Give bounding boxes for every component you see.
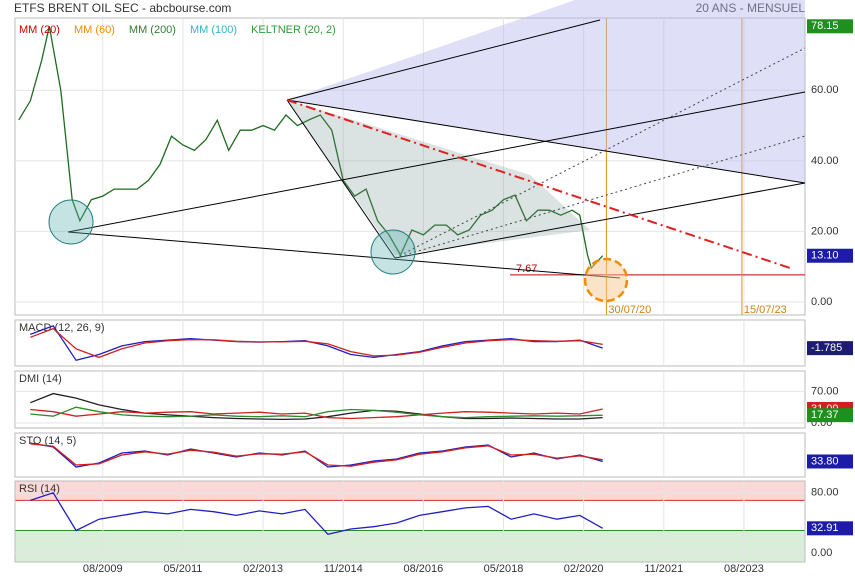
annotation: 7.67 (516, 263, 537, 275)
panel: 0.00 80.00 RSI (14) 32.91 (14, 480, 853, 563)
panel-frame (14, 319, 806, 367)
drawings (48, 0, 806, 303)
x-tick-label: 11/2014 (324, 563, 363, 575)
value-badge (807, 521, 853, 536)
x-tick-label: 11/2021 (644, 563, 683, 575)
value-badge-label: -1.785 (811, 342, 842, 354)
value-badge-label: 17.37 (811, 409, 839, 421)
panel-frame (14, 17, 806, 316)
circle (48, 199, 94, 245)
fork-line (394, 182, 806, 259)
panel-frame (14, 432, 806, 478)
series-line (30, 492, 604, 536)
series-line (30, 327, 603, 359)
panel-frame (14, 480, 806, 563)
legend-entry: MM (20) (19, 24, 60, 36)
value-badge-label: 13.10 (811, 250, 839, 262)
y-tick-label: 40.00 (811, 155, 839, 167)
chart-subtitle: 20 ANS - MENSUEL (696, 1, 806, 15)
y-tick-label: 70.00 (811, 385, 839, 397)
high-badge (807, 19, 853, 34)
date-label: 30/07/20 (608, 304, 651, 316)
x-tick-label: 08/2023 (724, 563, 764, 575)
series-line (30, 406, 603, 419)
value-badge (807, 248, 853, 263)
series-line (30, 408, 603, 420)
x-tick-label: 05/2018 (484, 563, 524, 575)
series-line (30, 325, 603, 362)
overbought-zone (15, 481, 805, 501)
chart-title: ETFS BRENT OIL SEC - abcbourse.com (14, 1, 231, 15)
x-tick-label: 05/2011 (163, 563, 202, 575)
legend-entry: MM (60) (74, 24, 115, 36)
value-badge-label: 32.91 (811, 522, 839, 534)
date-label: 15/07/23 (744, 304, 787, 316)
panel-title: RSI (14) (19, 483, 60, 495)
fork-line (286, 19, 601, 101)
trend-line (286, 99, 791, 269)
fork-line (394, 47, 806, 259)
x-tick-label: 08/2009 (83, 563, 123, 575)
y-tick-label: 80.00 (811, 487, 839, 499)
value-badge (807, 408, 853, 423)
high-badge-label: 78.15 (811, 20, 839, 32)
panel: MACD (12, 26, 9) -1.785 (14, 319, 853, 367)
value-badge (807, 341, 853, 356)
y-tick-label: 0.00 (811, 547, 832, 559)
series-line (30, 392, 603, 421)
x-tick-label: 02/2013 (243, 563, 283, 575)
fork-shade (287, 100, 590, 255)
legend-entry: MM (200) (129, 24, 176, 36)
fork-line (67, 91, 806, 233)
panel: STO (14, 5)33.80 (14, 432, 853, 478)
panel-title: MACD (12, 26, 9) (19, 322, 105, 334)
legend-entry: MM (100) (190, 24, 237, 36)
value-badge-label: 33.80 (811, 455, 839, 467)
series-line (18, 26, 604, 270)
fork-line (394, 135, 806, 259)
panel-frame (14, 370, 806, 429)
y-tick-label: 0.00 (811, 296, 832, 308)
x-tick-label: 08/2016 (403, 563, 443, 575)
circle (583, 257, 629, 303)
fork-zone (287, 0, 805, 183)
y-tick-label: 60.00 (811, 84, 839, 96)
oversold-zone (15, 530, 805, 562)
fork-line (67, 231, 621, 279)
y-tick-label: 20.00 (811, 225, 839, 237)
legend-entry: KELTNER (20, 2) (251, 24, 336, 36)
fork-line (286, 99, 396, 259)
panel: 0.00 20.00 40.00 60.00 7.67 30/07/20 15/07/23 1… (14, 17, 853, 316)
circle (370, 229, 416, 275)
series-line (30, 443, 603, 467)
x-tick-label: 02/2020 (564, 563, 604, 575)
panel-title: DMI (14) (19, 373, 62, 385)
value-badge (807, 454, 853, 469)
